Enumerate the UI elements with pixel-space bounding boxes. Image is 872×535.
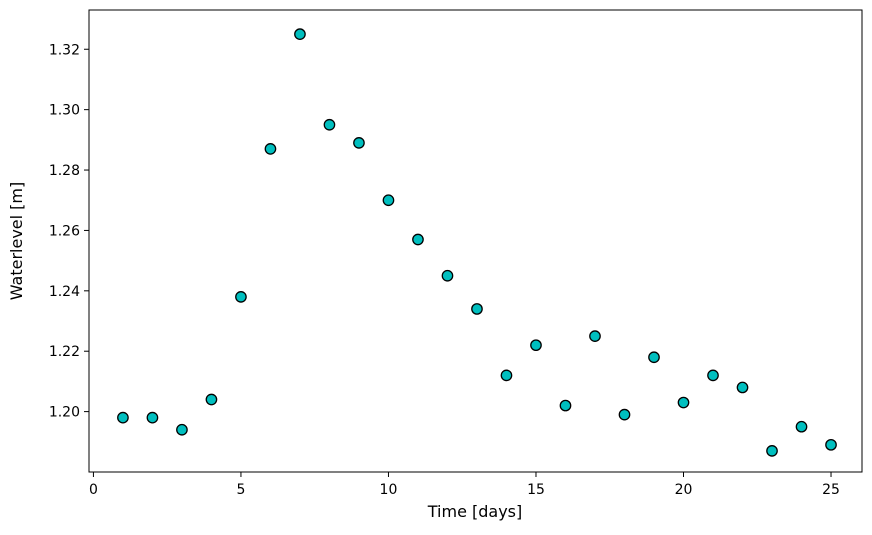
data-point bbox=[471, 303, 483, 315]
x-tick-label: 20 bbox=[675, 482, 693, 498]
x-tick-label: 15 bbox=[527, 482, 545, 498]
x-tick-label: 10 bbox=[380, 482, 398, 498]
data-point bbox=[412, 233, 424, 246]
data-point bbox=[176, 423, 188, 436]
x-tick-label: 0 bbox=[89, 482, 98, 498]
data-point bbox=[707, 369, 719, 382]
y-tick-label: 1.24 bbox=[49, 284, 80, 300]
data-point bbox=[264, 143, 277, 155]
data-point bbox=[323, 118, 336, 131]
data-point bbox=[795, 420, 808, 433]
data-point bbox=[500, 369, 513, 382]
x-tick-label: 5 bbox=[236, 482, 245, 498]
data-point bbox=[353, 137, 365, 149]
data-point bbox=[559, 399, 572, 412]
y-tick-label: 1.30 bbox=[49, 103, 80, 119]
data-point bbox=[736, 381, 749, 394]
data-point bbox=[530, 339, 542, 352]
data-point bbox=[235, 291, 247, 303]
data-point bbox=[382, 194, 395, 207]
y-tick-label: 1.26 bbox=[49, 223, 80, 239]
data-point bbox=[766, 445, 778, 457]
data-point bbox=[677, 396, 690, 409]
x-axis-title: Time [days] bbox=[427, 502, 523, 521]
data-point bbox=[648, 351, 660, 364]
data-point bbox=[589, 330, 601, 342]
y-tick-label: 1.28 bbox=[49, 163, 80, 179]
data-point bbox=[618, 408, 631, 421]
y-axis-title: Waterlevel [m] bbox=[7, 182, 26, 301]
y-tick-label: 1.20 bbox=[49, 405, 80, 421]
data-point bbox=[825, 438, 837, 451]
y-tick-label: 1.22 bbox=[49, 344, 80, 360]
y-tick-label: 1.32 bbox=[49, 42, 80, 58]
plot-border bbox=[88, 9, 863, 473]
data-point bbox=[294, 28, 306, 41]
data-point bbox=[117, 411, 129, 424]
data-point bbox=[205, 393, 218, 406]
data-point bbox=[441, 269, 454, 282]
data-point bbox=[146, 411, 159, 424]
x-tick-label: 25 bbox=[822, 482, 840, 498]
